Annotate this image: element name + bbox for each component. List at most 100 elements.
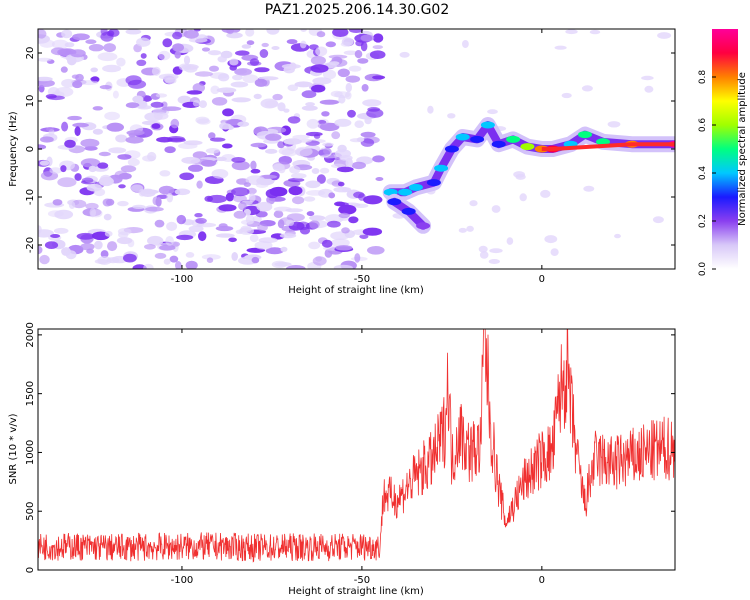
noise-blob <box>273 210 284 218</box>
noise-blob <box>97 256 112 265</box>
noise-blob <box>195 217 207 224</box>
noise-blob <box>211 97 228 106</box>
noise-blob <box>132 95 144 103</box>
noise-blob <box>154 219 165 228</box>
noise-blob <box>345 75 361 83</box>
noise-blob <box>177 95 192 105</box>
snr-plot-area <box>38 329 675 563</box>
noise-blob <box>70 49 86 58</box>
noise-blob <box>114 170 128 180</box>
noise-blob <box>52 199 63 206</box>
noise-blob <box>235 50 250 56</box>
y-tick-label: 1500 <box>25 381 36 406</box>
noise-blob <box>327 220 341 228</box>
noise-blob <box>375 177 384 181</box>
noise-blob <box>211 169 229 179</box>
faint-blob <box>466 225 474 232</box>
noise-blob <box>331 131 341 140</box>
noise-blob <box>277 102 286 112</box>
noise-blob <box>103 213 112 221</box>
noise-blob <box>166 221 178 231</box>
noise-blob <box>317 122 334 130</box>
faint-blob <box>589 29 601 35</box>
spectrogram-plot-area <box>38 29 675 269</box>
noise-blob <box>196 222 217 228</box>
spectrogram-y-axis-label: Frequency (Hz) <box>8 111 19 187</box>
noise-blob <box>136 37 151 47</box>
noise-blob <box>74 173 82 181</box>
noise-blob <box>60 66 68 73</box>
noise-blob <box>341 187 350 193</box>
colorbar-tick-label: 0.4 <box>698 166 708 181</box>
noise-blob <box>158 185 175 195</box>
snr-ticks: -100 -50 0 0 500 1000 1500 2000 <box>25 322 675 586</box>
noise-blob <box>186 90 203 95</box>
noise-blob <box>338 204 357 215</box>
noise-blob <box>228 237 237 243</box>
noise-blob <box>125 102 140 109</box>
noise-blob <box>103 43 116 53</box>
noise-blob <box>336 166 354 173</box>
noise-blob <box>331 238 350 247</box>
noise-blob <box>127 239 135 248</box>
noise-blob <box>164 77 177 84</box>
noise-blob <box>72 122 89 128</box>
noise-blob <box>98 176 114 187</box>
noise-blob <box>216 156 227 162</box>
noise-blob <box>337 181 345 187</box>
noise-blob <box>321 111 330 117</box>
noise-blob <box>188 164 203 172</box>
ridge-point <box>455 133 470 141</box>
noise-blob <box>39 160 50 166</box>
noise-blob <box>188 225 204 232</box>
noise-blob <box>208 50 222 56</box>
faint-blob <box>491 205 501 213</box>
noise-blob <box>360 131 376 138</box>
ridge-point <box>426 179 441 187</box>
noise-blob <box>316 31 326 38</box>
noise-blob <box>345 91 352 100</box>
noise-blob <box>315 46 328 57</box>
noise-blob <box>125 29 142 35</box>
noise-blob <box>372 45 383 50</box>
noise-blob <box>88 165 97 173</box>
noise-blob <box>198 231 207 242</box>
noise-blob <box>229 58 239 66</box>
noise-blob <box>338 94 346 104</box>
noise-blob <box>265 133 282 141</box>
noise-blob <box>289 165 301 174</box>
noise-blob <box>292 196 305 205</box>
noise-blob <box>249 58 260 66</box>
noise-blob <box>97 52 118 62</box>
ridge-point <box>398 188 413 196</box>
noise-blob <box>348 216 359 224</box>
noise-blob <box>145 206 164 212</box>
noise-blob <box>162 38 173 48</box>
noise-blob <box>218 204 237 212</box>
noise-blob <box>72 80 83 89</box>
spectrogram-frame <box>37 28 676 270</box>
noise-blob <box>215 225 234 232</box>
noise-blob <box>343 50 358 56</box>
noise-blob <box>285 219 295 226</box>
noise-blob <box>159 244 176 251</box>
noise-blob <box>174 51 181 59</box>
noise-blob <box>369 50 386 59</box>
noise-blob <box>334 118 352 127</box>
noise-blob <box>354 253 361 263</box>
noise-blob <box>159 170 171 177</box>
noise-blob <box>366 108 384 118</box>
noise-blob <box>181 156 201 164</box>
noise-blob <box>250 168 261 174</box>
noise-blob <box>161 106 182 111</box>
faint-blob <box>644 85 654 93</box>
noise-blob <box>283 108 290 113</box>
ridge-branch-point <box>387 198 402 206</box>
noise-blob <box>256 201 273 212</box>
y-tick-label: 2000 <box>25 322 36 347</box>
faint-blob <box>544 235 558 244</box>
noise-blob <box>226 29 234 35</box>
chart-title: PAZ1.2025.206.14.30.G02 <box>265 2 450 18</box>
noise-blob <box>175 261 182 269</box>
noise-blob <box>102 64 122 73</box>
